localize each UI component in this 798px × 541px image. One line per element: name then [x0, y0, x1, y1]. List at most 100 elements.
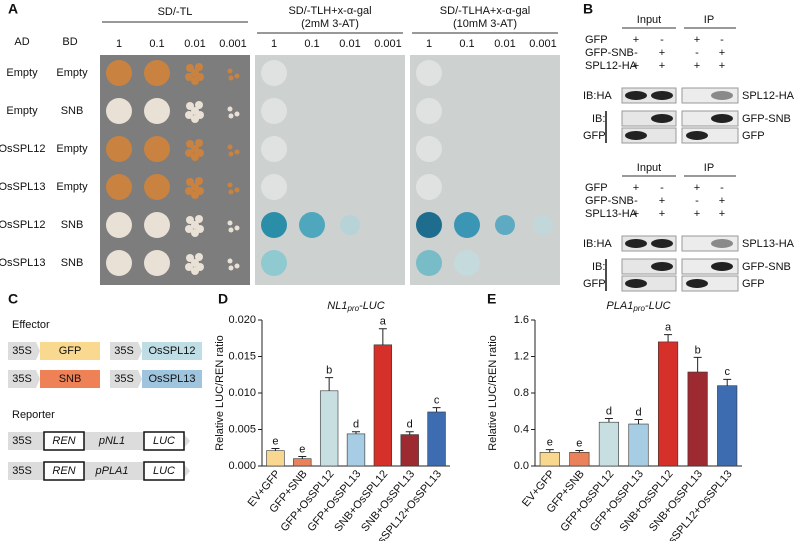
section-label: Effector [12, 319, 50, 331]
promoter-label: pPLA1 [94, 465, 128, 477]
sign: - [634, 195, 638, 207]
band [625, 91, 647, 100]
dilution: 0.001 [374, 38, 402, 50]
promoter-arrow [110, 342, 142, 360]
sign: + [719, 60, 725, 72]
colony [191, 145, 199, 153]
y-tick-label: 0.020 [228, 314, 256, 326]
gene-box [43, 461, 85, 481]
colony [191, 77, 199, 85]
y-tick-label: 0.8 [514, 387, 529, 399]
dilution: 0.001 [219, 38, 247, 50]
sign: - [720, 182, 724, 194]
ip-header: IP [704, 14, 714, 26]
bd-label: SNB [61, 219, 84, 231]
colony [185, 225, 193, 233]
sign: - [695, 195, 699, 207]
title-part: PLA1 [606, 300, 633, 312]
group-title: SD/-TLHA+x-α-gal [440, 5, 530, 17]
promoter-arrow [8, 342, 40, 360]
dilution: 0.1 [149, 38, 164, 50]
ad-header: AD [14, 36, 29, 48]
colony [191, 115, 199, 123]
colony [185, 149, 193, 157]
panel-label: A [8, 1, 18, 17]
y-axis-label: Relative LUC/REN ratio [487, 335, 499, 451]
sign: - [720, 34, 724, 46]
bar [293, 458, 312, 467]
colony [185, 111, 193, 119]
colony [191, 229, 199, 237]
colony [186, 64, 194, 72]
gene-label: OsSPL13 [148, 373, 195, 385]
chart-title: PLA1pro-LUC [606, 300, 670, 313]
error-bar [271, 447, 280, 451]
sign: + [633, 60, 639, 72]
colony [195, 63, 203, 71]
colony [227, 258, 233, 264]
promoter-label: 35S [12, 435, 32, 447]
significance-letter: e [576, 437, 582, 449]
colony [144, 174, 170, 200]
ib-label: GFP [583, 278, 606, 290]
y-tick-label: 0.000 [228, 460, 256, 472]
colony [144, 212, 170, 238]
title-part: NL1 [327, 300, 347, 312]
colony [299, 212, 325, 238]
bd-label: SNB [61, 257, 84, 269]
colony [106, 136, 132, 162]
colony [144, 98, 170, 124]
ib-label: GFP [583, 130, 606, 142]
band [625, 279, 647, 288]
colony [195, 101, 203, 109]
colony [227, 144, 233, 150]
gene-label: LUC [153, 465, 175, 477]
colony [416, 250, 442, 276]
title-part: pro [632, 304, 645, 313]
sign: - [660, 34, 664, 46]
x-tick-label: GFP+OsSPL12 [558, 468, 616, 534]
dilution: 0.01 [494, 38, 515, 50]
ad-label: OsSPL13 [0, 257, 46, 269]
band-label: SPL13-HA [742, 238, 795, 250]
colony [186, 216, 194, 224]
gene-label: SNB [59, 373, 82, 385]
significance-letter: d [606, 405, 612, 417]
colony [454, 250, 480, 276]
colony [234, 187, 240, 193]
colony [185, 73, 193, 81]
band [651, 91, 673, 100]
band [625, 131, 647, 140]
y-tick-label: 0.0 [514, 460, 529, 472]
condition-label: SPL13-HA [585, 208, 638, 220]
colony [234, 263, 240, 269]
error-bar [575, 449, 584, 453]
promoter-arrow [8, 370, 40, 388]
bd-label: Empty [56, 181, 88, 193]
bar [427, 411, 446, 467]
colony [186, 140, 194, 148]
error-bar [432, 407, 441, 412]
x-tick-label: GFP+OsSPL13 [588, 468, 646, 534]
dilution: 0.01 [339, 38, 360, 50]
colony [191, 191, 199, 199]
colony [261, 212, 287, 238]
y-tick-label: 1.2 [514, 350, 529, 362]
x-tick-label: SNB+OsSPL13 [647, 468, 705, 534]
ad-label: OsSPL12 [0, 219, 46, 231]
sign: + [719, 195, 725, 207]
colony [191, 267, 199, 275]
band [651, 239, 673, 248]
bar [539, 452, 560, 467]
colony [234, 149, 240, 155]
significance-letter: e [272, 435, 278, 447]
significance-letter: b [695, 344, 701, 356]
sign: + [694, 60, 700, 72]
gene-box [40, 342, 100, 360]
gene-label: REN [52, 435, 75, 447]
colony [228, 113, 234, 119]
promoter-label: 35S [12, 373, 32, 385]
colony [261, 250, 287, 276]
colony [186, 178, 194, 186]
colony [340, 215, 360, 235]
